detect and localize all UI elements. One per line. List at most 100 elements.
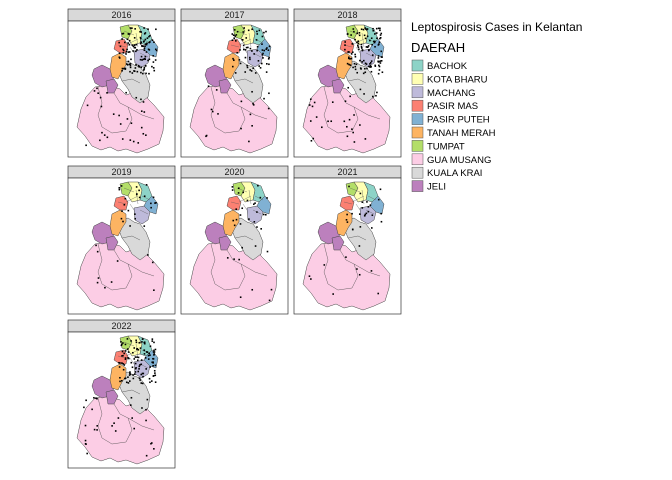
case-point [348,51,350,53]
case-point [141,341,143,343]
case-point [239,223,242,225]
case-point [122,51,125,54]
case-point [143,195,146,198]
case-point [152,55,155,57]
case-point [370,37,373,40]
case-point [240,100,243,103]
case-point [256,211,258,213]
case-point [153,341,155,344]
case-point [127,351,130,353]
legend-label: MACHANG [427,88,476,99]
case-point [371,54,374,56]
case-point [140,373,143,376]
case-point [364,138,367,140]
case-point [372,27,374,30]
case-point [369,63,371,65]
case-point [127,382,130,384]
case-point [99,139,101,142]
case-point [122,49,125,52]
case-point [140,37,142,40]
case-point [231,33,234,35]
case-point [346,135,349,138]
case-point [309,120,312,122]
case-point [133,347,136,349]
case-point [119,380,121,383]
case-point [152,351,155,353]
case-point [375,94,377,97]
case-point [128,374,131,376]
case-point [136,193,138,195]
case-point [364,27,366,29]
case-point [374,45,376,48]
case-point [207,85,210,88]
case-point [124,343,127,346]
case-point [375,32,378,34]
case-point [135,341,138,344]
case-point [120,341,122,343]
case-point [129,63,132,65]
case-point [249,69,251,71]
case-point [150,202,152,205]
case-point [138,66,141,68]
case-point [237,187,240,190]
case-point [377,72,380,75]
case-point [153,349,155,352]
case-point [358,34,361,37]
case-point [153,41,155,44]
case-point [362,59,365,62]
case-point [152,375,155,377]
case-point [360,28,363,31]
case-point [104,286,106,289]
case-point [249,58,251,61]
case-point [257,60,260,62]
case-point [234,72,237,74]
legend-swatch [411,113,424,125]
case-point [254,202,256,204]
case-point [140,110,143,112]
case-point [149,381,151,384]
case-point [140,31,142,33]
case-point [127,42,129,44]
case-point [125,53,127,55]
case-point [142,45,145,47]
case-point [360,43,363,46]
case-points [226,184,273,302]
case-point [122,48,124,51]
case-point [253,221,256,223]
case-point [332,293,334,295]
case-point [244,56,247,59]
case-point [242,44,245,47]
case-point [377,198,380,201]
case-point [373,40,375,43]
case-point [132,140,135,143]
case-point [121,210,123,212]
case-point [122,342,124,344]
case-point [349,58,351,60]
case-point [235,40,237,42]
case-point [96,250,99,253]
case-point [130,122,133,125]
case-point [257,184,259,187]
case-point [378,43,380,45]
case-point [138,189,140,192]
strip-label: 2017 [224,10,244,20]
case-point [142,372,145,375]
case-point [368,65,370,68]
case-point [249,113,252,116]
case-point [371,227,373,229]
case-point [256,45,259,48]
case-point [232,34,235,37]
case-point [370,70,373,73]
case-point [254,72,257,74]
case-point [270,288,273,291]
case-point [145,184,148,186]
case-point [256,226,258,228]
case-point [252,102,254,105]
case-point [377,60,379,63]
case-point [259,67,262,69]
case-point [261,35,264,38]
case-point [152,357,154,360]
case-point [126,64,129,66]
case-point [151,340,154,342]
case-point [315,116,318,118]
